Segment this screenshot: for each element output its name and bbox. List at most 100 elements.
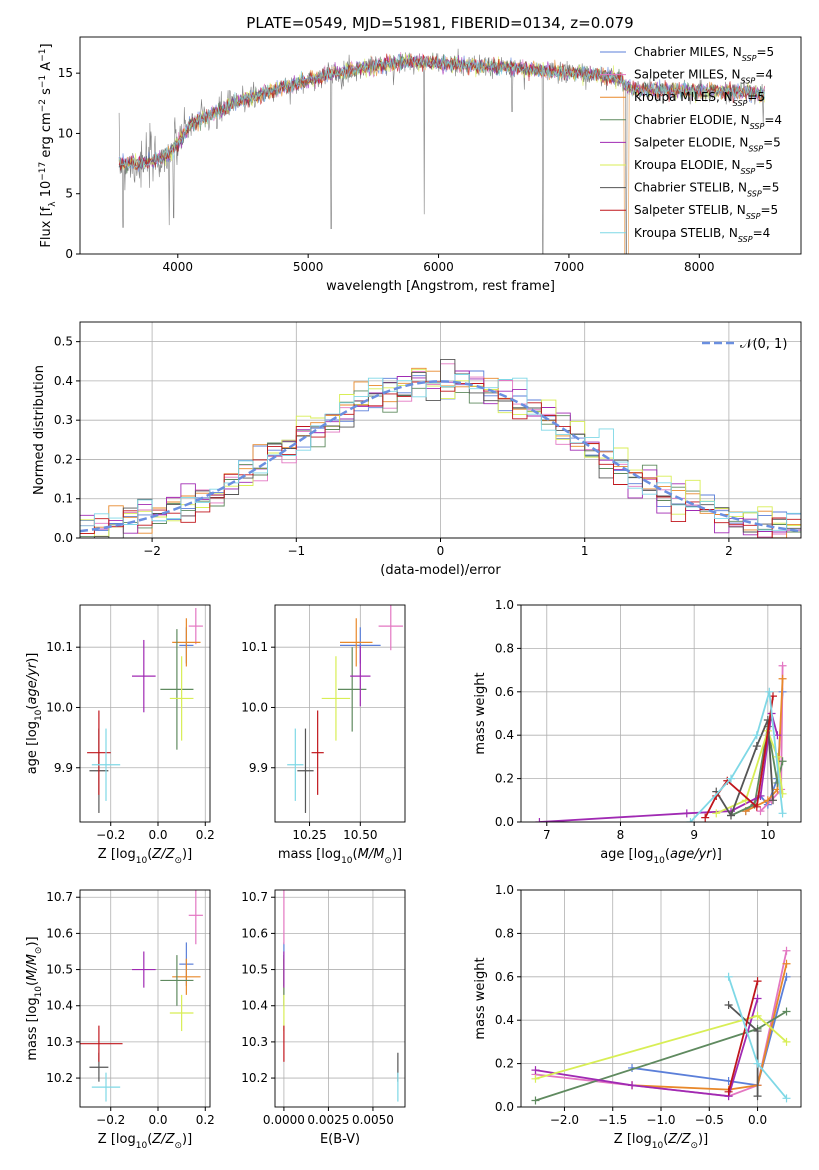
y-tick-label: 0.8 <box>495 926 514 940</box>
weight-marker <box>535 818 544 822</box>
y-tick-label: 10.7 <box>46 890 73 904</box>
x-tick-label: 8 <box>617 828 625 842</box>
weight-marker <box>531 1096 540 1105</box>
mass-vs-ebv-chart: 0.0000 0.0025 0.0050 10.2 10.3 10.4 10.5 10.6 10… <box>241 889 406 1147</box>
x-tick-label: 0.0 <box>148 828 167 842</box>
y-tick-label: 10.2 <box>46 1071 73 1085</box>
weight-line <box>631 976 788 1087</box>
y-tick-label: 0.1 <box>54 492 73 506</box>
x-tick-label: 1 <box>581 544 589 558</box>
weight-marker <box>765 687 774 696</box>
weight-marker <box>753 1027 762 1036</box>
weight-marker <box>724 1001 733 1010</box>
x-tick-label: 10.50 <box>343 828 377 842</box>
x-tick-label: 0.0025 <box>307 1113 349 1127</box>
x-tick-label: 2 <box>725 544 733 558</box>
legend-entry: Kroupa MILES, NSSP=5 <box>634 90 765 108</box>
axes-frame <box>79 36 802 255</box>
weight-lines <box>531 946 791 1105</box>
legend-entry: Chabrier STELIB, NSSP=5 <box>634 181 779 199</box>
x-axis-label: Z [log10(Z/Z⊙)] <box>614 1132 708 1151</box>
x-tick-label: 10 <box>760 828 775 842</box>
y-tick-label: 10.6 <box>241 926 268 940</box>
weight-marker <box>778 661 787 670</box>
y-tick-label: 0.2 <box>495 1057 514 1071</box>
x-tick-label: 0.0050 <box>352 1113 394 1127</box>
x-tick-label: 0.2 <box>196 828 215 842</box>
y-tick-label: 0.0 <box>495 815 514 829</box>
weight-marker <box>753 977 762 986</box>
legend-entry: Salpeter ELODIE, NSSP=5 <box>634 135 781 153</box>
weight-marker <box>769 796 777 805</box>
legend-entry: Chabrier MILES, NSSP=5 <box>634 45 774 63</box>
y-tick-label: 0.4 <box>54 374 73 388</box>
y-tick-label: 0 <box>65 247 73 261</box>
x-tick-label: 4000 <box>163 260 194 274</box>
x-tick-label: 5000 <box>293 260 324 274</box>
x-tick-label: 0.0000 <box>263 1113 305 1127</box>
weight-marker <box>753 994 762 1003</box>
age-vs-mass-chart: 10.25 10.50 9.9 10.0 10.1 mass [log10(M/M⊙)] <box>241 604 406 866</box>
histogram-step <box>80 374 801 538</box>
histograms <box>80 358 801 538</box>
x-tick-label: 8000 <box>684 260 715 274</box>
x-tick-label: −0.2 <box>96 1113 125 1127</box>
weight-marker <box>782 946 791 955</box>
y-axis-label: Flux [fλ 10−17 erg cm−2 s−1 A−1] <box>38 43 58 247</box>
legend-entry: Salpeter STELIB, NSSP=5 <box>634 203 778 221</box>
x-axis-label: wavelength [Angstrom, rest frame] <box>326 279 555 294</box>
x-tick-label: −1 <box>287 544 305 558</box>
error-bars <box>87 608 203 813</box>
y-tick-label: 0.0 <box>54 531 73 545</box>
legend-entry: 𝒩(0, 1) <box>740 337 787 352</box>
weight-line <box>727 980 759 1093</box>
weight-marker <box>752 802 761 811</box>
y-tick-label: 0.6 <box>495 685 514 699</box>
legend-entry: Chabrier ELODIE, NSSP=4 <box>634 113 782 131</box>
weight-marker <box>752 742 761 751</box>
residual-chart: −2 −1 0 1 2 0.0 0.1 0.2 0.3 0.4 0.5 (data-model)/er… <box>32 321 802 578</box>
x-axis-label: mass [log10(M/M⊙)] <box>278 847 402 866</box>
weight-marker <box>752 731 761 740</box>
figure-title: PLATE=0549, MJD=51981, FIBERID=0134, z=0… <box>246 14 633 32</box>
y-tick-label: 10.0 <box>241 700 268 714</box>
weight-marker <box>727 811 735 820</box>
x-tick-label: 0.2 <box>196 1113 215 1127</box>
y-tick-label: 0.2 <box>495 772 514 786</box>
x-tick-label: 7000 <box>554 260 585 274</box>
y-tick-label: 0.6 <box>495 970 514 984</box>
y-tick-label: 5 <box>65 187 73 201</box>
y-axis-label: Normed distribution <box>32 365 47 495</box>
y-axis-label: mass weight <box>473 672 488 754</box>
y-tick-label: 10.3 <box>46 1035 73 1049</box>
x-tick-label: 0.0 <box>148 1113 167 1127</box>
x-tick-label: 0 <box>437 544 445 558</box>
y-tick-label: 10.1 <box>46 640 73 654</box>
axes-frame <box>274 604 406 823</box>
y-tick-label: 10.1 <box>241 640 268 654</box>
weight-marker <box>727 774 735 783</box>
x-axis-label: age [log10(age/yr)] <box>600 847 722 866</box>
spectrum-chart: 4000 5000 6000 7000 8000 0 5 10 15 wavelength [An… <box>38 36 802 294</box>
y-tick-label: 0.4 <box>495 1013 514 1027</box>
y-tick-label: 0.0 <box>495 1100 514 1114</box>
spectrum-legend: Chabrier MILES, NSSP=5 Salpeter MILES, NS… <box>600 45 782 243</box>
weight-marker <box>724 1087 733 1096</box>
weight-vs-age-chart: 7 8 9 10 0.0 0.2 0.4 0.6 0.8 1.0 age [log10(age/yr… <box>473 598 802 866</box>
x-tick-label: 6000 <box>423 260 454 274</box>
y-tick-label: 1.0 <box>495 883 514 897</box>
legend-entry: Kroupa ELODIE, NSSP=5 <box>634 158 773 176</box>
weight-marker <box>753 1011 762 1020</box>
x-tick-label: −1.5 <box>598 1113 627 1127</box>
x-axis-label: E(B-V) <box>320 1132 360 1147</box>
weight-marker <box>782 1037 791 1046</box>
normal-curve <box>80 380 801 533</box>
y-tick-label: 1.0 <box>495 598 514 612</box>
spectrum-lines <box>118 48 765 254</box>
model-line <box>118 53 765 169</box>
weight-marker <box>712 809 721 818</box>
weight-line <box>539 713 779 822</box>
y-tick-label: 0.8 <box>495 641 514 655</box>
axes-frame <box>274 889 406 1108</box>
y-tick-label: 0.2 <box>54 452 73 466</box>
